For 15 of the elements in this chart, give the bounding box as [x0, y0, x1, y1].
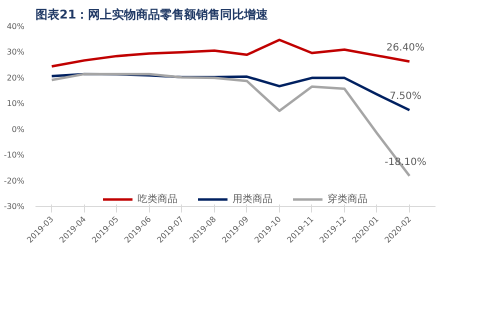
chart-title: 图表21：网上实物商品零售额销售同比增速: [36, 8, 270, 22]
y-tick-label: 0%: [12, 124, 25, 134]
y-tick-label: -30%: [4, 202, 25, 211]
data-label: 26.40%: [386, 42, 425, 54]
y-tick-label: 40%: [6, 22, 25, 31]
y-tick-label: 30%: [6, 48, 25, 57]
y-tick-label: 10%: [6, 99, 25, 108]
y-tick-label: -10%: [4, 150, 25, 160]
legend-label: 吃类商品: [138, 192, 178, 206]
legend-label: 用类商品: [232, 192, 272, 206]
y-tick-label: 20%: [6, 73, 25, 82]
data-label: 7.50%: [390, 91, 422, 102]
y-tick-label: -20%: [4, 176, 25, 186]
legend-label: 穿类商品: [328, 192, 368, 206]
data-label: -18.10%: [384, 156, 426, 168]
